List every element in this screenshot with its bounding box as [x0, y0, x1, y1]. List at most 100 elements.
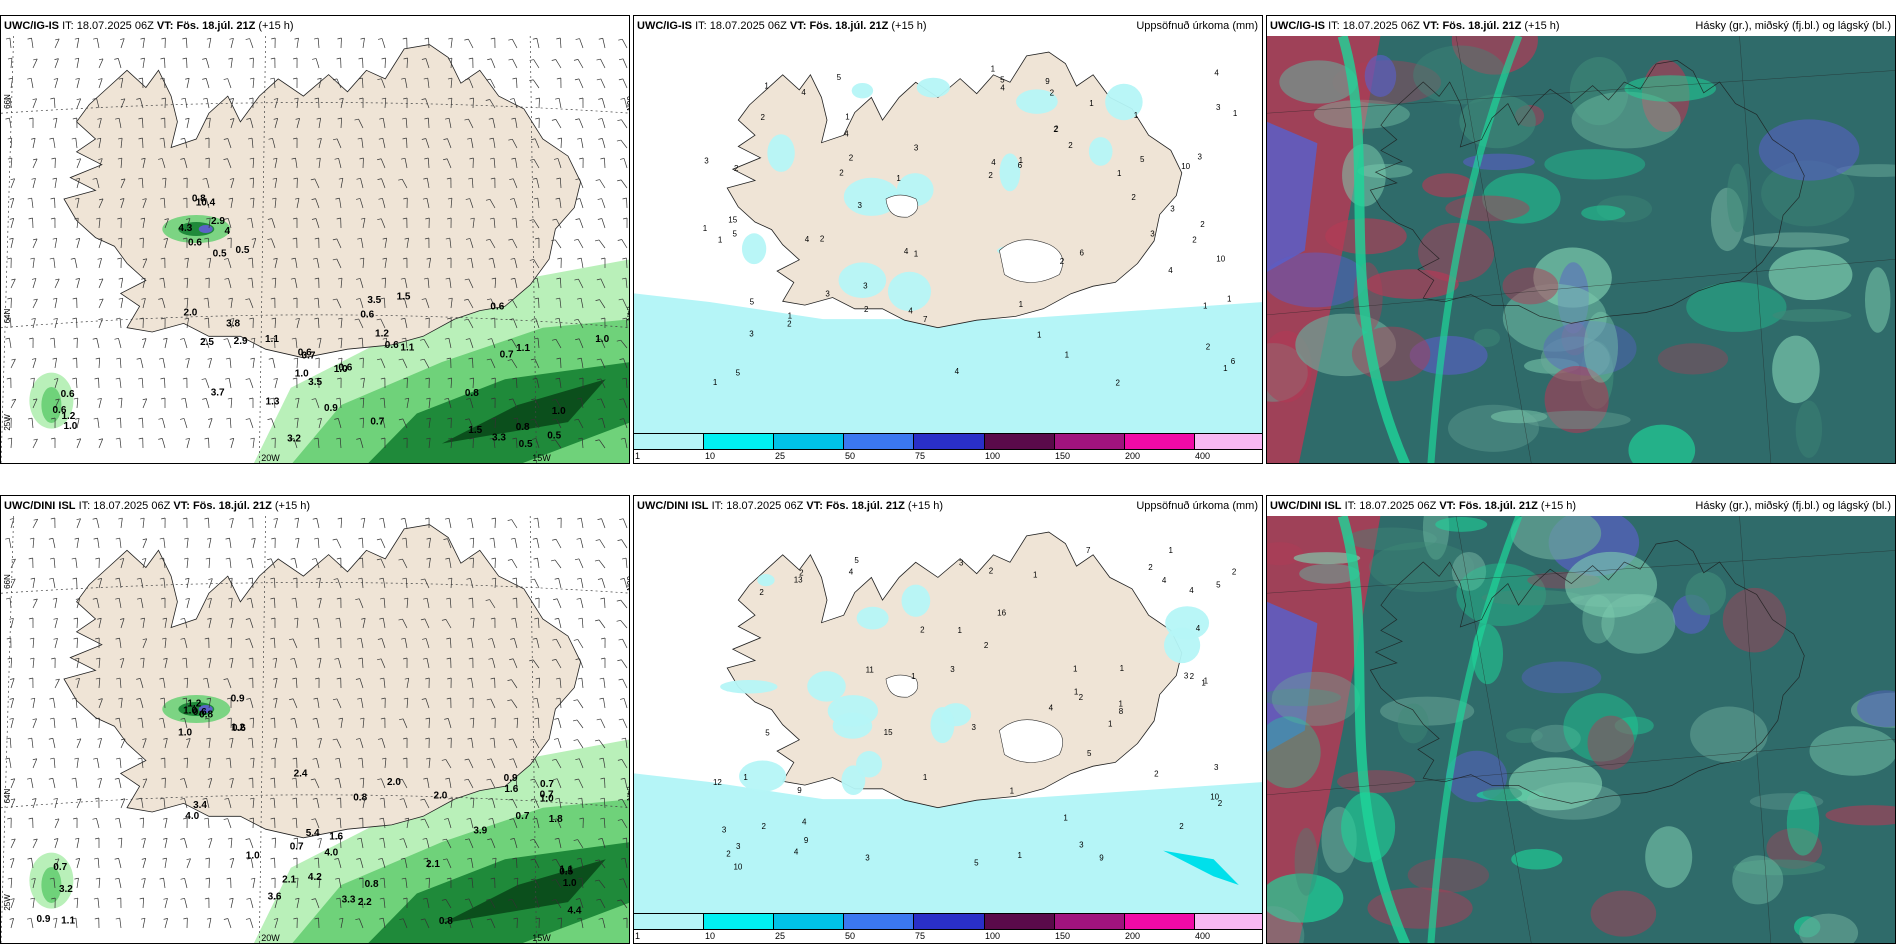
wind-map: 20W 15W 66N 64N 25W 66N 64N 0.6 0.5 4 4.3 10.4 0.8 0.… [1, 36, 629, 463]
precip-value-label: 15 [728, 216, 737, 225]
graticule [1267, 516, 1895, 943]
precip-value-label: 2 [1050, 89, 1055, 98]
precip-value-label: 2 [864, 305, 869, 314]
precip-value-label: 1 [1108, 719, 1113, 728]
precip-value-label: 0.5 [213, 248, 227, 259]
precip-value-label: 1 [1227, 294, 1232, 303]
iceland-land [63, 44, 582, 359]
precip-value-label: 0.8 [365, 879, 379, 890]
precip-value-label: 2 [1179, 822, 1184, 831]
precip-value-label: 0.6 [61, 389, 75, 400]
precip-value-label: 3 [950, 665, 955, 674]
colorbar-swatch [1194, 434, 1262, 449]
precip-value-label: 3.5 [308, 377, 322, 388]
precip-value-label: 1.0 [552, 406, 566, 417]
precip-value-label: 0.5 [236, 245, 250, 256]
precip-value-label: 0.9 [324, 403, 338, 414]
precip-value-label: 5 [733, 230, 738, 239]
precip-value-label: 0.6 [53, 405, 67, 416]
precip-value-label: 0.6 [298, 348, 312, 359]
precip-value-label: 10 [1210, 792, 1219, 801]
precip-value-label: 3 [1079, 841, 1084, 850]
precip-value-label: 0.6 [360, 309, 374, 320]
it-value: 18.07.2025 06Z [1342, 20, 1420, 32]
precip-value-label: 0.6 [193, 707, 207, 718]
cloud-map [1267, 36, 1895, 463]
precip-value-label: 1 [1169, 546, 1174, 555]
precip-value-label: 4 [1196, 624, 1201, 633]
precip-value-label: 2 [1068, 141, 1073, 150]
precip-value-label: 1 [764, 81, 769, 90]
precip-value-label: 3 [722, 826, 727, 835]
precip-value-label: 1.5 [397, 292, 411, 303]
precip-value-label: 10 [1181, 162, 1190, 171]
colorbar-swatch [984, 434, 1055, 449]
precip-value-label: 1 [713, 378, 718, 387]
precip-shading [634, 773, 1262, 943]
precip-value-label: 0.7 [516, 811, 530, 822]
colorbar-swatch [914, 434, 985, 449]
precip-value-label: 3.4 [193, 800, 207, 811]
precip-value-label: 1 [1074, 688, 1079, 697]
precip-value-label: 2.0 [387, 777, 401, 788]
panel-precip-row1: UWC/IG-IS IT: 18.07.2025 06Z VT: Fös. 18… [633, 15, 1263, 464]
wind-barbs [5, 37, 628, 449]
lon-label: 15W [532, 933, 551, 943]
precip-value-label: 1.2 [187, 698, 201, 709]
precip-value-label: 5 [1216, 581, 1221, 590]
it-value: 18.07.2025 06Z [709, 20, 787, 32]
cloud-map-svg [1267, 516, 1895, 943]
precip-value-label: 1 [1120, 664, 1125, 673]
vt-label: VT: [173, 500, 190, 512]
precip-value-label: 2 [839, 168, 844, 177]
precip-value-label: 1.0 [246, 851, 260, 862]
precip-value-label: 9 [804, 836, 809, 845]
precip-value-label: 1 [914, 250, 919, 259]
precip-value-label: 4 [224, 226, 230, 237]
colorbar-label: 150 [1055, 451, 1071, 461]
panel-wind-row1: UWC/IG-IS IT: 18.07.2025 06Z VT: Fös. 18… [0, 15, 630, 464]
precip-value-label: 1.0 [563, 878, 577, 889]
precip-value-label: 2.0 [433, 790, 447, 801]
precip-value-label: 4 [844, 130, 849, 139]
model-name: UWC/IG-IS [1270, 20, 1325, 32]
precip-value-label: 1.5 [468, 425, 482, 436]
precip-value-label: 0.5 [519, 439, 533, 450]
precip-value-label: 5.4 [306, 828, 320, 839]
vt-label: VT: [806, 500, 823, 512]
lat-label: 64N [3, 309, 12, 324]
precip-map-svg: 1122341133421211111121133441564631122221… [634, 36, 1262, 463]
wind-map: 20W 15W 66N 64N 25W 66N 64N 0.6 0.8 1.2 1.0 1.2 0.6 1… [1, 516, 629, 943]
precip-value-label: 1.0 [540, 793, 554, 804]
colorbar-label: 1 [635, 931, 641, 941]
precip-value-label: 4.3 [178, 223, 192, 234]
precip-value-label: 1.1 [559, 865, 573, 876]
precip-value-label: 2 [759, 588, 764, 597]
precip-value-label: 0.9 [231, 694, 245, 705]
precip-value-label: 0.7 [500, 349, 514, 360]
precip-value-label: 2.9 [211, 216, 225, 227]
precip-value-label: 4.0 [185, 811, 199, 822]
precip-value-label: 2 [988, 171, 993, 180]
precip-value-label: 0.8 [439, 916, 453, 927]
lat-label: 64N [3, 789, 12, 804]
lead-time: (+15 h) [274, 500, 311, 512]
precip-value-label: 3.3 [492, 432, 506, 443]
precip-value-label: 1 [923, 773, 928, 782]
colorbar-swatch [1054, 914, 1125, 929]
precip-value-label: 13 [794, 575, 803, 584]
precip-colorbar: 1 10 25 50 75 100 150 200 400 [634, 433, 1262, 463]
precip-value-label: 2 [799, 568, 804, 577]
precip-value-label: 1.0 [295, 368, 309, 379]
precip-value-label: 4 [1214, 68, 1219, 77]
colorbar-swatch [1124, 914, 1195, 929]
precip-value-label: 3 [749, 330, 754, 339]
precip-value-label: 9 [1045, 77, 1050, 86]
precip-value-label: 2 [1190, 672, 1195, 681]
precip-value-label: 1 [1223, 364, 1228, 373]
precip-value-label: 1.0 [334, 364, 348, 375]
panel-header: UWC/IG-IS IT: 18.07.2025 06Z VT: Fös. 18… [1267, 16, 1895, 36]
precip-value-label: 2.0 [183, 307, 197, 318]
iceland-outline [1369, 60, 1805, 324]
